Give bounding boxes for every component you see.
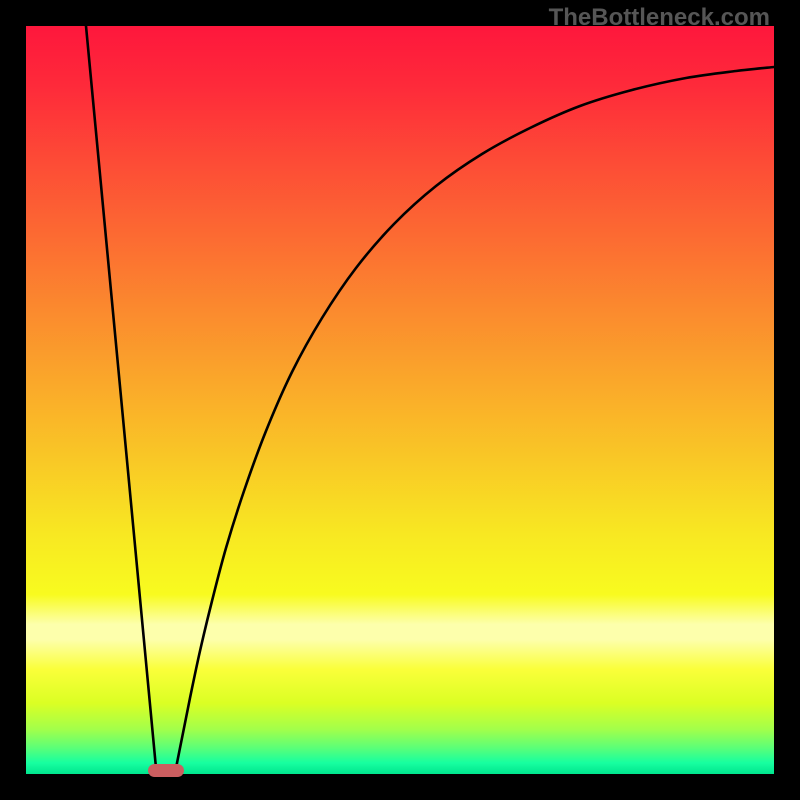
chart-lines xyxy=(26,26,774,774)
watermark-text: TheBottleneck.com xyxy=(549,4,770,32)
plot-area xyxy=(26,26,774,774)
canvas: TheBottleneck.com xyxy=(0,0,800,800)
minimum-marker xyxy=(148,764,184,777)
